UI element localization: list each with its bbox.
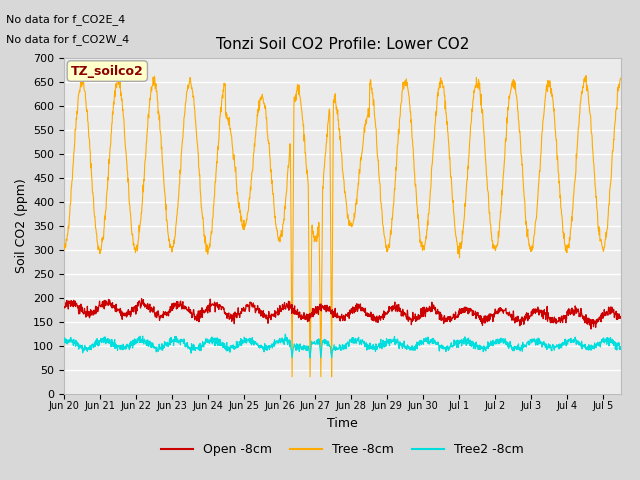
Text: No data for f_CO2W_4: No data for f_CO2W_4 [6, 34, 130, 45]
X-axis label: Time: Time [327, 417, 358, 430]
Text: TZ_soilco2: TZ_soilco2 [71, 64, 144, 78]
Legend: Open -8cm, Tree -8cm, Tree2 -8cm: Open -8cm, Tree -8cm, Tree2 -8cm [156, 438, 529, 461]
Text: No data for f_CO2E_4: No data for f_CO2E_4 [6, 14, 125, 25]
Title: Tonzi Soil CO2 Profile: Lower CO2: Tonzi Soil CO2 Profile: Lower CO2 [216, 37, 469, 52]
Y-axis label: Soil CO2 (ppm): Soil CO2 (ppm) [15, 178, 28, 273]
